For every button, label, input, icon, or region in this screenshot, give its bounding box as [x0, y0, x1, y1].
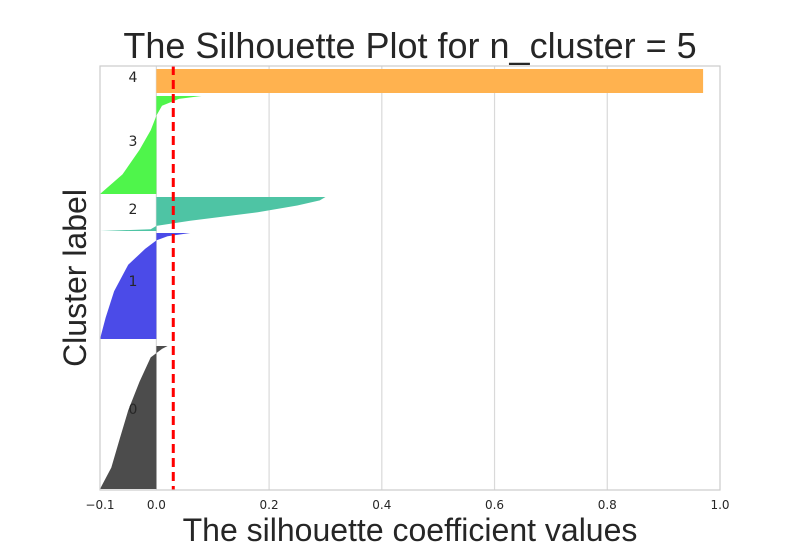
plot-border [99, 65, 721, 491]
cluster-label-0: 0 [129, 402, 138, 418]
cluster-bands: 0 1 2 3 4 [100, 69, 704, 489]
cluster-band-3 [100, 96, 202, 194]
plot-area: 0 1 2 3 4 [99, 65, 721, 491]
cluster-label-4: 4 [129, 70, 138, 86]
x-tick-label: 0.0 [147, 498, 166, 512]
cluster-band-1 [100, 233, 191, 339]
cluster-band-4 [156, 69, 704, 93]
cluster-label-2: 2 [129, 202, 138, 218]
cluster-label-3: 3 [129, 134, 138, 150]
cluster-band-0 [100, 346, 168, 489]
x-axis-label: The silhouette coefficient values [183, 512, 638, 548]
x-tick-label: 0.2 [260, 498, 279, 512]
chart-title: The Silhouette Plot for n_cluster = 5 [123, 25, 696, 66]
y-axis-label: Cluster label [57, 189, 93, 367]
x-tick-labels: −0.1 0.0 0.2 0.4 0.6 0.8 1.0 [85, 498, 729, 512]
x-tick-label: 1.0 [710, 498, 729, 512]
plot-background [100, 66, 720, 490]
x-tick-label: 0.6 [485, 498, 504, 512]
cluster-label-1: 1 [129, 274, 138, 290]
cluster-band-2 [100, 197, 326, 231]
x-tick-label: −0.1 [85, 498, 114, 512]
x-tick-label: 0.8 [598, 498, 617, 512]
x-tick-label: 0.4 [372, 498, 391, 512]
